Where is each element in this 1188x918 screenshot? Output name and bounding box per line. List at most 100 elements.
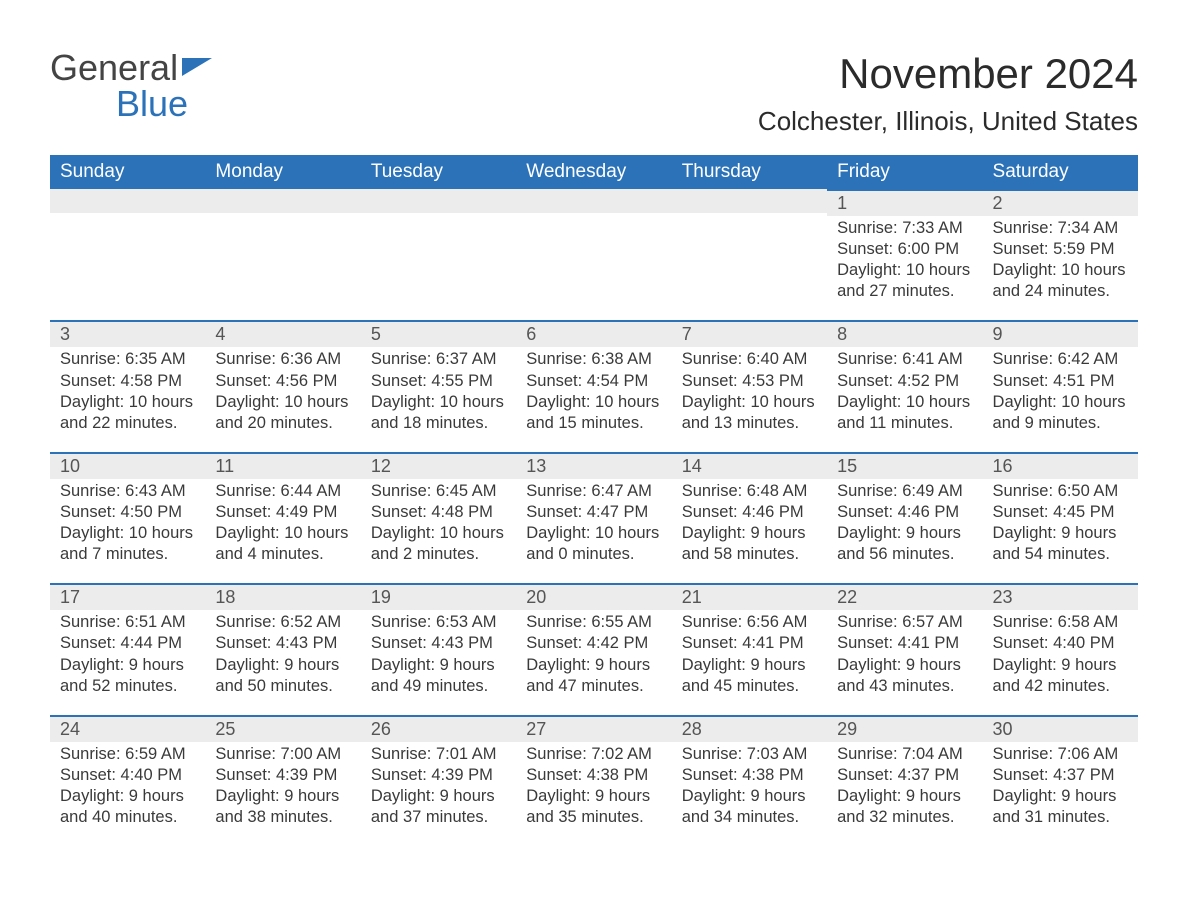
sunset-text: Sunset: 5:59 PM: [993, 239, 1128, 260]
sunset-text: Sunset: 6:00 PM: [837, 239, 972, 260]
sunrise-text: Sunrise: 7:33 AM: [837, 218, 972, 239]
day-details: Sunrise: 6:49 AMSunset: 4:46 PMDaylight:…: [827, 479, 982, 565]
day-cell: 14Sunrise: 6:48 AMSunset: 4:46 PMDayligh…: [672, 452, 827, 583]
day-details: Sunrise: 6:47 AMSunset: 4:47 PMDaylight:…: [516, 479, 671, 565]
empty-day-bar: [516, 189, 671, 213]
sunset-text: Sunset: 4:44 PM: [60, 633, 195, 654]
daylight-text-1: Daylight: 10 hours: [60, 392, 195, 413]
day-cell: 17Sunrise: 6:51 AMSunset: 4:44 PMDayligh…: [50, 583, 205, 714]
sunset-text: Sunset: 4:54 PM: [526, 371, 661, 392]
sunrise-text: Sunrise: 7:03 AM: [682, 744, 817, 765]
daylight-text-2: and 35 minutes.: [526, 807, 661, 828]
sunrise-text: Sunrise: 6:49 AM: [837, 481, 972, 502]
daylight-text-1: Daylight: 10 hours: [371, 392, 506, 413]
sunset-text: Sunset: 4:58 PM: [60, 371, 195, 392]
daylight-text-1: Daylight: 9 hours: [837, 655, 972, 676]
sunrise-text: Sunrise: 6:43 AM: [60, 481, 195, 502]
day-number: 13: [516, 452, 671, 479]
sunrise-text: Sunrise: 7:06 AM: [993, 744, 1128, 765]
sunset-text: Sunset: 4:39 PM: [215, 765, 350, 786]
daylight-text-1: Daylight: 10 hours: [526, 392, 661, 413]
daylight-text-1: Daylight: 9 hours: [993, 786, 1128, 807]
daylight-text-1: Daylight: 10 hours: [993, 260, 1128, 281]
daylight-text-1: Daylight: 10 hours: [993, 392, 1128, 413]
daylight-text-2: and 7 minutes.: [60, 544, 195, 565]
daylight-text-1: Daylight: 10 hours: [837, 392, 972, 413]
day-cell: [672, 189, 827, 320]
day-details: Sunrise: 6:35 AMSunset: 4:58 PMDaylight:…: [50, 347, 205, 433]
day-details: Sunrise: 6:52 AMSunset: 4:43 PMDaylight:…: [205, 610, 360, 696]
logo-text-1: General: [50, 47, 178, 88]
empty-day-bar: [50, 189, 205, 213]
day-number: 29: [827, 715, 982, 742]
week-row: 17Sunrise: 6:51 AMSunset: 4:44 PMDayligh…: [50, 583, 1138, 714]
day-cell: [516, 189, 671, 320]
day-number: 3: [50, 320, 205, 347]
sunset-text: Sunset: 4:40 PM: [60, 765, 195, 786]
day-number: 18: [205, 583, 360, 610]
day-details: Sunrise: 6:42 AMSunset: 4:51 PMDaylight:…: [983, 347, 1138, 433]
logo-flag-icon: [182, 58, 212, 80]
location-subtitle: Colchester, Illinois, United States: [758, 106, 1138, 137]
sunset-text: Sunset: 4:37 PM: [993, 765, 1128, 786]
week-row: 24Sunrise: 6:59 AMSunset: 4:40 PMDayligh…: [50, 715, 1138, 846]
sunset-text: Sunset: 4:41 PM: [682, 633, 817, 654]
daylight-text-2: and 2 minutes.: [371, 544, 506, 565]
day-number: 21: [672, 583, 827, 610]
daylight-text-1: Daylight: 10 hours: [215, 392, 350, 413]
daylight-text-1: Daylight: 9 hours: [60, 655, 195, 676]
col-saturday: Saturday: [983, 155, 1138, 189]
day-cell: 22Sunrise: 6:57 AMSunset: 4:41 PMDayligh…: [827, 583, 982, 714]
daylight-text-2: and 40 minutes.: [60, 807, 195, 828]
sunrise-text: Sunrise: 6:53 AM: [371, 612, 506, 633]
daylight-text-1: Daylight: 9 hours: [682, 523, 817, 544]
col-friday: Friday: [827, 155, 982, 189]
daylight-text-2: and 54 minutes.: [993, 544, 1128, 565]
sunset-text: Sunset: 4:40 PM: [993, 633, 1128, 654]
col-thursday: Thursday: [672, 155, 827, 189]
daylight-text-2: and 34 minutes.: [682, 807, 817, 828]
daylight-text-1: Daylight: 9 hours: [837, 786, 972, 807]
day-details: Sunrise: 6:59 AMSunset: 4:40 PMDaylight:…: [50, 742, 205, 828]
day-details: Sunrise: 6:56 AMSunset: 4:41 PMDaylight:…: [672, 610, 827, 696]
sunrise-text: Sunrise: 6:57 AM: [837, 612, 972, 633]
sunrise-text: Sunrise: 6:41 AM: [837, 349, 972, 370]
day-cell: 13Sunrise: 6:47 AMSunset: 4:47 PMDayligh…: [516, 452, 671, 583]
daylight-text-1: Daylight: 10 hours: [526, 523, 661, 544]
sunrise-text: Sunrise: 6:59 AM: [60, 744, 195, 765]
day-details: Sunrise: 6:38 AMSunset: 4:54 PMDaylight:…: [516, 347, 671, 433]
daylight-text-1: Daylight: 9 hours: [682, 786, 817, 807]
week-row: 1Sunrise: 7:33 AMSunset: 6:00 PMDaylight…: [50, 189, 1138, 320]
day-cell: 27Sunrise: 7:02 AMSunset: 4:38 PMDayligh…: [516, 715, 671, 846]
col-monday: Monday: [205, 155, 360, 189]
col-tuesday: Tuesday: [361, 155, 516, 189]
sunset-text: Sunset: 4:48 PM: [371, 502, 506, 523]
daylight-text-1: Daylight: 9 hours: [371, 786, 506, 807]
daylight-text-1: Daylight: 9 hours: [215, 655, 350, 676]
daylight-text-2: and 11 minutes.: [837, 413, 972, 434]
day-details: Sunrise: 6:45 AMSunset: 4:48 PMDaylight:…: [361, 479, 516, 565]
day-cell: 25Sunrise: 7:00 AMSunset: 4:39 PMDayligh…: [205, 715, 360, 846]
day-cell: 5Sunrise: 6:37 AMSunset: 4:55 PMDaylight…: [361, 320, 516, 451]
sunrise-text: Sunrise: 6:36 AM: [215, 349, 350, 370]
daylight-text-1: Daylight: 10 hours: [837, 260, 972, 281]
day-number: 5: [361, 320, 516, 347]
sunset-text: Sunset: 4:46 PM: [682, 502, 817, 523]
day-cell: 1Sunrise: 7:33 AMSunset: 6:00 PMDaylight…: [827, 189, 982, 320]
daylight-text-2: and 13 minutes.: [682, 413, 817, 434]
daylight-text-1: Daylight: 9 hours: [371, 655, 506, 676]
daylight-text-1: Daylight: 10 hours: [682, 392, 817, 413]
day-cell: 29Sunrise: 7:04 AMSunset: 4:37 PMDayligh…: [827, 715, 982, 846]
col-sunday: Sunday: [50, 155, 205, 189]
day-details: Sunrise: 7:02 AMSunset: 4:38 PMDaylight:…: [516, 742, 671, 828]
day-details: Sunrise: 7:04 AMSunset: 4:37 PMDaylight:…: [827, 742, 982, 828]
sunset-text: Sunset: 4:43 PM: [371, 633, 506, 654]
daylight-text-2: and 58 minutes.: [682, 544, 817, 565]
sunrise-text: Sunrise: 6:56 AM: [682, 612, 817, 633]
day-details: Sunrise: 6:58 AMSunset: 4:40 PMDaylight:…: [983, 610, 1138, 696]
day-number: 30: [983, 715, 1138, 742]
col-wednesday: Wednesday: [516, 155, 671, 189]
day-cell: 12Sunrise: 6:45 AMSunset: 4:48 PMDayligh…: [361, 452, 516, 583]
sunrise-text: Sunrise: 6:42 AM: [993, 349, 1128, 370]
sunset-text: Sunset: 4:49 PM: [215, 502, 350, 523]
